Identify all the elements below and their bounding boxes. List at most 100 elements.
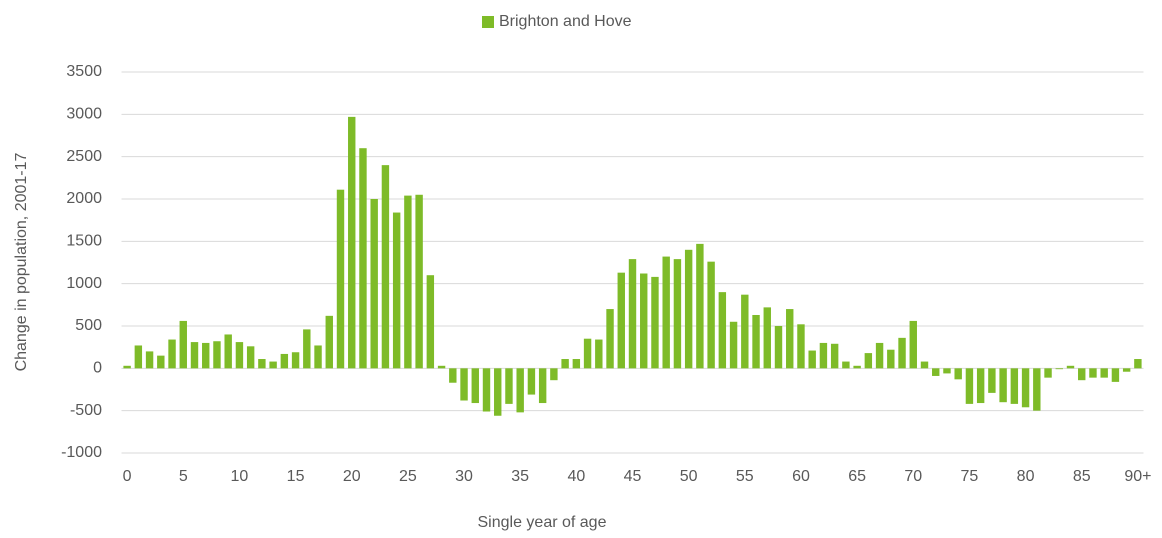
bar — [853, 365, 861, 369]
bar — [864, 353, 873, 369]
bar — [640, 273, 648, 369]
x-tick-label: 65 — [848, 468, 866, 485]
bar — [718, 292, 727, 369]
bar — [774, 326, 783, 369]
bar — [999, 368, 1007, 403]
bar — [572, 359, 581, 369]
bar — [943, 368, 951, 374]
bar — [123, 365, 131, 369]
legend-swatch — [482, 16, 494, 28]
bar — [976, 368, 985, 404]
x-tick-label: 30 — [455, 468, 473, 485]
bar — [336, 189, 345, 369]
y-tick-label: 0 — [93, 360, 102, 377]
bar — [673, 259, 682, 369]
bar — [797, 324, 805, 369]
bar — [561, 359, 569, 369]
bar — [179, 320, 187, 369]
bar — [392, 212, 401, 369]
bar — [898, 337, 906, 369]
bar — [494, 368, 502, 416]
bar — [1111, 368, 1120, 382]
bar — [1021, 368, 1030, 408]
y-tick-label: -1000 — [61, 444, 102, 461]
bar — [449, 368, 457, 383]
bar — [471, 368, 479, 404]
bar — [830, 343, 839, 369]
bar — [437, 365, 446, 369]
bar — [628, 259, 637, 369]
bar — [246, 346, 255, 369]
bar — [134, 345, 143, 369]
x-tick-label: 80 — [1017, 468, 1035, 485]
bar — [808, 350, 816, 369]
bar — [404, 195, 412, 369]
bar — [1134, 359, 1142, 369]
bar — [359, 148, 367, 369]
bar — [696, 243, 704, 369]
bar — [1078, 368, 1086, 381]
legend-label: Brighton and Hove — [499, 13, 632, 30]
bar — [381, 165, 390, 369]
x-tick-label: 25 — [399, 468, 417, 485]
x-tick-label: 5 — [179, 468, 188, 485]
x-tick-label: 75 — [961, 468, 979, 485]
bar — [258, 359, 266, 369]
bar — [583, 338, 592, 369]
bar — [954, 368, 962, 380]
bar — [370, 199, 378, 369]
x-tick-label: 50 — [680, 468, 698, 485]
bar — [763, 307, 771, 369]
x-tick-label: 90+ — [1124, 468, 1151, 485]
bar — [157, 355, 165, 369]
bar — [1122, 368, 1131, 372]
x-tick-label: 55 — [736, 468, 754, 485]
y-tick-label: 3500 — [66, 63, 102, 80]
x-tick-label: 10 — [231, 468, 249, 485]
bar — [224, 334, 232, 369]
y-axis-label: Change in population, 2001-17 — [13, 152, 30, 371]
bar — [314, 345, 322, 369]
bar — [988, 368, 996, 393]
bar — [662, 256, 670, 369]
y-tick-label: 500 — [75, 317, 102, 334]
y-tick-label: 2000 — [66, 190, 102, 207]
bar — [460, 368, 468, 401]
bar — [1010, 368, 1019, 404]
x-tick-label: 40 — [567, 468, 585, 485]
bar — [684, 249, 693, 369]
bar — [168, 339, 176, 369]
bar — [617, 272, 625, 369]
bar — [516, 368, 524, 413]
bar — [707, 261, 715, 369]
bar — [482, 368, 491, 412]
x-tick-label: 35 — [511, 468, 529, 485]
bar — [291, 352, 300, 369]
bar — [348, 116, 356, 369]
bar — [752, 314, 760, 369]
x-axis-label: Single year of age — [478, 514, 607, 531]
bar — [786, 309, 794, 369]
bar — [190, 342, 199, 369]
bar — [280, 353, 289, 369]
x-tick-label: 70 — [904, 468, 922, 485]
bar — [415, 194, 423, 369]
bar — [932, 368, 940, 376]
bar — [909, 320, 917, 369]
x-tick-label: 0 — [123, 468, 132, 485]
bar — [651, 276, 659, 369]
bar — [1055, 368, 1063, 370]
bar — [1033, 368, 1041, 411]
bar — [1044, 368, 1052, 378]
y-tick-label: 1000 — [66, 275, 102, 292]
bar — [606, 309, 614, 369]
bar — [729, 321, 738, 369]
bar — [1089, 368, 1097, 378]
x-tick-label: 20 — [343, 468, 361, 485]
x-tick-label: 60 — [792, 468, 810, 485]
bar — [202, 342, 210, 369]
bar — [842, 361, 850, 369]
x-tick-label: 15 — [287, 468, 305, 485]
bar — [550, 368, 558, 381]
